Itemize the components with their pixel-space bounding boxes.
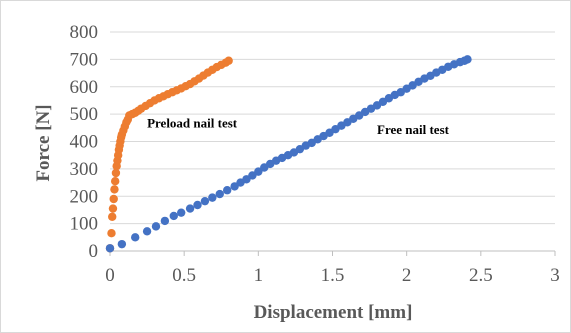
y-tick-label: 700 xyxy=(70,49,99,70)
y-tick-label: 100 xyxy=(70,214,99,235)
y-tick-label: 600 xyxy=(70,77,99,98)
axes xyxy=(109,250,556,256)
data-point xyxy=(131,233,140,242)
y-tick-label: 200 xyxy=(70,186,99,207)
data-point xyxy=(151,222,161,231)
data-point xyxy=(108,212,117,221)
x-tick-label: 2 xyxy=(402,265,412,286)
data-point xyxy=(109,194,118,204)
data-point xyxy=(224,56,233,65)
x-tick-label: 0 xyxy=(105,265,115,286)
data-point xyxy=(105,244,115,253)
x-tick-label: 3 xyxy=(550,265,560,286)
data-point xyxy=(230,182,239,191)
x-axis-title: Displacement [mm] xyxy=(254,302,413,323)
y-tick-label: 800 xyxy=(70,22,99,43)
data-point xyxy=(117,239,127,249)
x-tick-label: 0.5 xyxy=(172,265,196,286)
data-point xyxy=(242,175,251,184)
data-point xyxy=(108,204,118,213)
series-0 xyxy=(105,56,233,253)
data-point xyxy=(107,229,116,238)
data-point xyxy=(110,176,120,186)
y-tick-label: 300 xyxy=(70,159,99,180)
y-tick-label: 0 xyxy=(89,241,99,262)
data-point xyxy=(160,216,170,226)
data-point xyxy=(110,185,119,194)
data-point xyxy=(142,227,152,236)
annotations: Preload nail test Free nail test xyxy=(147,115,450,137)
data-point xyxy=(254,167,263,176)
data-point xyxy=(200,196,210,206)
data-point xyxy=(463,55,472,64)
data-point xyxy=(208,193,217,202)
x-tick-label: 1.5 xyxy=(321,265,345,286)
data-point xyxy=(248,171,257,180)
data-point xyxy=(111,168,121,178)
data-point xyxy=(193,200,202,210)
y-axis-title: Force [N] xyxy=(33,104,54,181)
data-point xyxy=(169,211,178,221)
data-series xyxy=(105,55,472,253)
x-tick-label: 1 xyxy=(254,265,264,286)
y-tick-label: 400 xyxy=(70,132,99,153)
tick-labels: 0 100 200 300 400 500 600 700 800 0 0.5 1 1.5 2 2.5 3 xyxy=(70,22,560,286)
y-tick-label: 500 xyxy=(70,104,99,125)
annotation-label: Free nail test xyxy=(377,122,450,137)
data-point xyxy=(177,208,186,217)
x-tick-label: 2.5 xyxy=(469,265,493,286)
data-point xyxy=(185,204,195,213)
annotation-label: Preload nail test xyxy=(147,115,238,130)
data-point xyxy=(222,186,232,195)
data-point xyxy=(215,189,224,199)
series-1 xyxy=(105,55,472,253)
